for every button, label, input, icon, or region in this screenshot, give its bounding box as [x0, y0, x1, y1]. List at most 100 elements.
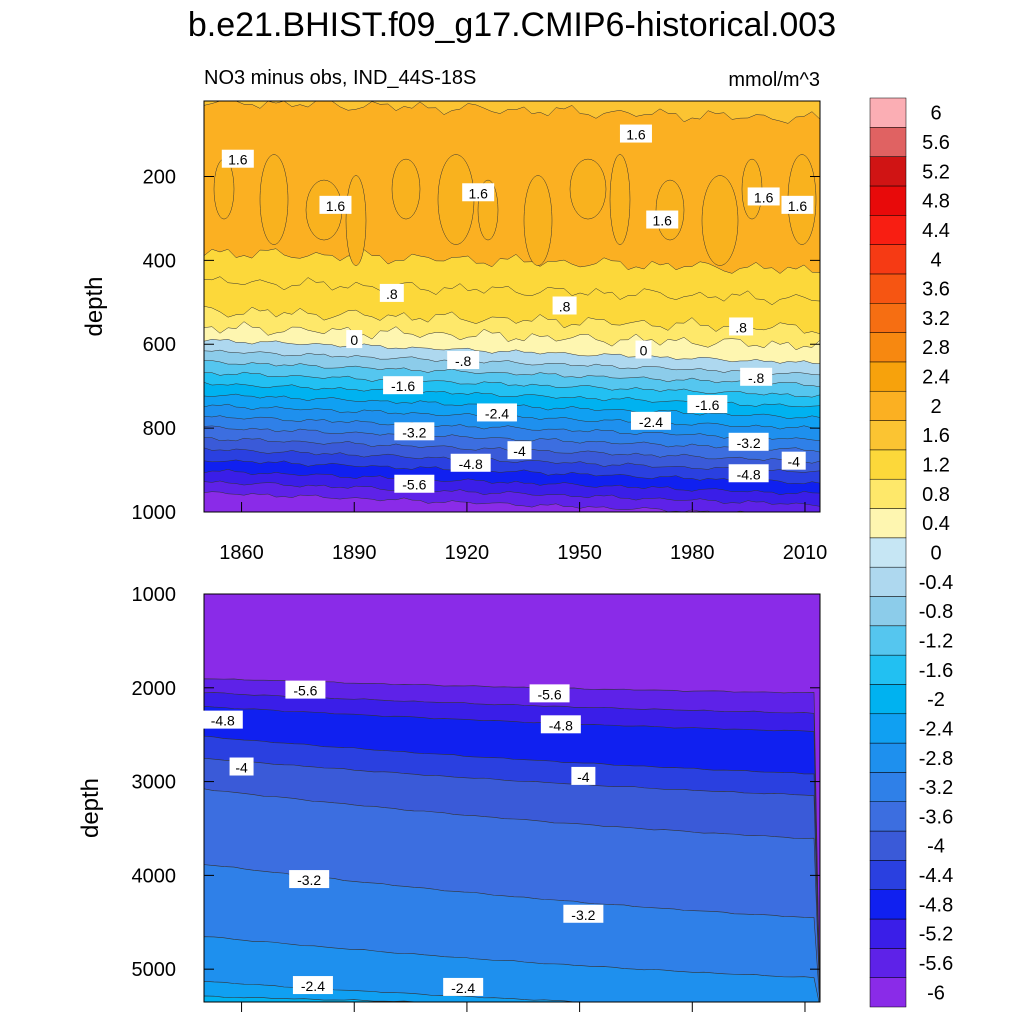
contour-band: [204, 936, 820, 1002]
contour-label-bg: [383, 376, 424, 395]
contour-label-bg: [221, 149, 254, 168]
contour-label: 0: [640, 343, 648, 359]
colorbar-swatch: [869, 625, 907, 656]
contour-label: -4: [513, 443, 526, 459]
contour-label-bg: [646, 210, 679, 229]
colorbar-swatch: [869, 244, 907, 275]
contour-label: -1.6: [391, 378, 415, 394]
x-tick-label: 1920: [445, 542, 490, 564]
contour-label: 0: [350, 332, 358, 348]
contour-patch: [569, 158, 607, 220]
y-axis-label: depth: [77, 778, 104, 838]
subtitle-variable: NO3 minus obs, IND_44S-18S: [204, 67, 476, 89]
contour-label: -3.2: [737, 435, 761, 451]
colorbar-label: -3.2: [919, 777, 953, 799]
contour-label: 1.6: [788, 198, 808, 214]
colorbar-swatch: [869, 156, 907, 187]
colorbar-label: 6: [930, 103, 941, 125]
colorbar-label: -0.4: [919, 572, 953, 594]
contour-label-bg: [443, 977, 484, 996]
colorbar-label: -3.6: [919, 806, 953, 828]
contour-label-bg: [229, 757, 254, 776]
colorbar-label: 0.8: [922, 484, 950, 506]
colorbar-label: 1.2: [922, 455, 950, 477]
contour-label-bg: [619, 124, 652, 143]
colorbar-swatch: [869, 127, 907, 157]
contour-label-bg: [552, 296, 577, 315]
contour-label-bg: [540, 715, 581, 734]
colorbar-label: 3.6: [922, 279, 950, 301]
colorbar-label: 3.2: [922, 308, 950, 330]
y-tick-label: 2000: [132, 678, 177, 700]
contour-label: 1.6: [626, 127, 646, 143]
y-tick-label: 400: [143, 250, 176, 272]
colorbar-swatch: [869, 889, 907, 920]
upper-panel: 200 400 600 800 1000 1860 1890 1920 1950 1980 2010…: [81, 100, 828, 564]
contour-label: -1.6: [695, 397, 719, 413]
y-tick-label: 1000: [132, 502, 177, 524]
y-tick-label: 5000: [132, 959, 177, 981]
colorbar-swatch: [869, 772, 907, 802]
colorbar-swatch: [869, 97, 907, 128]
contour-label: -4: [787, 454, 800, 470]
x-tick-label: 1950: [557, 542, 602, 564]
contour-label-bg: [507, 441, 532, 460]
colorbar-label: -2.4: [919, 718, 953, 740]
contour-band: [204, 995, 456, 1002]
contour-label-bg: [462, 183, 495, 202]
colorbar-swatch: [869, 332, 907, 363]
contour-label-bg: [728, 432, 769, 451]
lower-panel: 1000 2000 3000 4000 5000 depth -5.6 -5.6 -4.8 -4.…: [77, 584, 821, 1012]
contour-label: .8: [559, 299, 571, 315]
colorbar-label: 4.8: [922, 191, 950, 213]
colorbar-swatch: [869, 185, 907, 216]
contour-label: 1.6: [653, 213, 673, 229]
contour-label-bg: [635, 340, 652, 359]
colorbar-swatch: [869, 596, 907, 627]
contour-patch: [391, 158, 421, 220]
colorbar: -6 -5.6 -5.2 -4.8 -4.4 -4 -3.6 -3.2 -2.8 -2.4 -2 -1…: [869, 97, 953, 1008]
contour-label-bg: [394, 474, 435, 493]
contour-label-bg: [781, 195, 814, 214]
colorbar-swatch: [869, 948, 907, 978]
contour-label-bg: [379, 283, 404, 302]
colorbar-swatch: [869, 684, 907, 715]
contour-label-bg: [202, 710, 243, 729]
contour-label-bg: [729, 317, 754, 336]
contour-label: 1.6: [468, 185, 488, 201]
contour-patch: [259, 154, 289, 245]
colorbar-swatch: [869, 918, 907, 949]
contour-label-bg: [450, 453, 491, 472]
contour-label: -4.8: [459, 456, 483, 472]
contour-label: -2.4: [485, 405, 509, 421]
contour-label: -3.2: [402, 424, 426, 440]
colorbar-label: 4.4: [922, 220, 950, 242]
contour-label-bg: [571, 766, 596, 785]
contour-label-bg: [285, 680, 326, 699]
y-tick-label: 1000: [132, 584, 177, 606]
colorbar-swatch: [869, 215, 907, 245]
contour-label: -.8: [455, 353, 472, 369]
subtitle-units: mmol/m^3: [728, 69, 820, 91]
contour-patch: [523, 175, 553, 266]
contour-label-bg: [781, 451, 806, 470]
colorbar-label: -5.2: [919, 924, 953, 946]
contour-label: -2.4: [639, 414, 663, 430]
colorbar-label: -5.6: [919, 953, 953, 975]
contour-label-bg: [563, 904, 604, 923]
colorbar-swatch: [869, 830, 907, 861]
contour-label: -5.6: [537, 686, 561, 702]
contour-label: -4: [577, 769, 590, 785]
x-tick-label: 2010: [783, 542, 828, 564]
contour-label-bg: [740, 367, 773, 386]
colorbar-swatch: [869, 566, 907, 597]
colorbar-label: -1.6: [919, 660, 953, 682]
contour-patch: [345, 175, 367, 266]
colorbar-label: -4: [927, 836, 945, 858]
x-tick-label: 1890: [332, 542, 377, 564]
colorbar-label: -1.2: [919, 630, 953, 652]
contour-label-bg: [289, 870, 330, 889]
y-tick-label: 200: [143, 166, 176, 188]
contour-label-bg: [476, 403, 517, 422]
x-tick-label: 1860: [219, 542, 264, 564]
